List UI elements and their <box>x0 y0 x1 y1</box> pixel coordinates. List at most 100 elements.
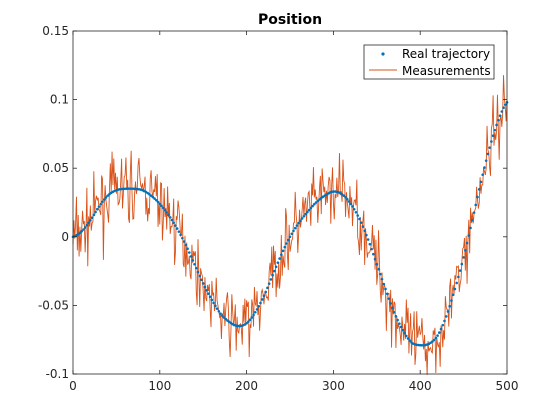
real-trajectory-point <box>283 245 287 249</box>
real-trajectory-point <box>87 221 90 225</box>
legend: Real trajectory Measurements <box>363 44 495 80</box>
real-trajectory-point <box>354 210 358 214</box>
real-trajectory-point <box>221 314 224 318</box>
real-trajectory-point <box>474 203 478 207</box>
real-trajectory-point <box>356 214 360 217</box>
real-trajectory-point <box>276 261 280 264</box>
real-trajectory-point <box>99 202 103 206</box>
real-trajectory-point <box>345 198 349 201</box>
real-trajectory-point <box>406 337 410 340</box>
real-trajectory-point <box>286 238 290 242</box>
real-trajectory-point <box>391 306 394 310</box>
legend-label-real-trajectory: Real trajectory <box>402 47 490 61</box>
real-trajectory-point <box>370 247 373 251</box>
real-trajectory-point <box>313 202 316 206</box>
real-trajectory-point <box>156 200 160 204</box>
real-trajectory-point <box>278 257 281 260</box>
real-trajectory-point <box>455 281 458 285</box>
real-trajectory-point <box>493 128 497 132</box>
real-trajectory-point <box>290 232 294 236</box>
real-trajectory-point <box>387 297 391 300</box>
real-trajectory-point <box>208 295 212 299</box>
real-trajectory-point <box>385 292 389 296</box>
real-trajectory-point <box>484 159 488 162</box>
real-trajectory-point <box>281 249 285 253</box>
real-trajectory-point <box>436 334 439 337</box>
real-trajectory-point <box>401 328 405 332</box>
real-trajectory-point <box>203 285 207 289</box>
real-trajectory-point <box>444 315 448 318</box>
x-axis: 0 100 200 300 400 500 <box>69 31 518 393</box>
real-trajectory-point <box>200 278 203 282</box>
real-trajectory-point <box>344 196 347 199</box>
real-trajectory-point <box>347 200 351 203</box>
real-trajectory-point <box>191 259 195 262</box>
chart-title: Position <box>258 12 322 28</box>
real-trajectory-point <box>342 194 346 197</box>
real-trajectory-point <box>311 204 314 208</box>
real-trajectory-point <box>403 331 406 335</box>
real-trajectory-point <box>255 308 259 311</box>
plot-area <box>73 31 507 374</box>
measurements-line <box>72 75 508 375</box>
real-trajectory-point <box>302 214 306 218</box>
real-trajectory-point <box>163 208 167 212</box>
real-trajectory-point <box>316 199 320 203</box>
real-trajectory-point <box>396 318 399 322</box>
real-trajectory-point <box>273 269 276 273</box>
real-trajectory-point <box>181 236 184 240</box>
y-tick-label: 0.1 <box>50 93 69 107</box>
legend-box <box>363 44 495 80</box>
real-trajectory-point <box>193 262 196 266</box>
real-trajectory-point <box>392 310 396 314</box>
real-trajectory-point <box>479 180 483 184</box>
real-trajectory-point <box>257 304 261 308</box>
real-trajectory-point <box>448 304 452 308</box>
real-trajectory-point <box>175 227 179 230</box>
real-trajectory-point <box>168 216 172 219</box>
real-trajectory-point <box>165 211 169 214</box>
real-trajectory-point <box>352 207 356 211</box>
real-trajectory-point <box>358 217 361 221</box>
real-trajectory-point <box>271 273 274 277</box>
real-trajectory-point <box>394 314 398 318</box>
x-tick-label: 300 <box>322 379 345 393</box>
real-trajectory-point <box>399 325 403 329</box>
legend-label-measurements: Measurements <box>402 64 491 78</box>
x-tick-label: 0 <box>69 379 77 393</box>
real-trajectory-point <box>82 228 85 231</box>
real-trajectory-point <box>469 226 472 230</box>
real-trajectory-point <box>304 212 307 216</box>
legend-marker-real-trajectory <box>381 52 385 56</box>
real-trajectory-point <box>495 123 498 127</box>
real-trajectory-point <box>96 207 99 211</box>
real-trajectory-point <box>104 196 108 199</box>
real-trajectory-point <box>465 241 469 245</box>
real-trajectory-point <box>184 243 188 247</box>
real-trajectory-point <box>245 321 248 325</box>
real-trajectory-point <box>491 134 495 137</box>
real-trajectory-point <box>300 217 304 220</box>
y-tick-label: -0.1 <box>46 367 69 381</box>
real-trajectory-point <box>488 146 491 149</box>
real-trajectory-point <box>500 110 504 113</box>
real-trajectory-point <box>215 307 219 310</box>
real-trajectory-point <box>372 252 375 256</box>
real-trajectory-point <box>219 312 222 315</box>
real-trajectory-point <box>470 219 474 222</box>
plot-frame <box>72 30 508 375</box>
real-trajectory-point <box>250 316 254 319</box>
real-trajectory-point <box>481 173 485 176</box>
real-trajectory-point <box>490 140 493 143</box>
real-trajectory-point <box>149 194 153 197</box>
real-trajectory-point <box>269 278 273 281</box>
real-trajectory-point <box>167 213 170 217</box>
real-trajectory-point <box>361 225 365 228</box>
real-trajectory-point <box>309 206 313 210</box>
real-trajectory-point <box>498 114 502 118</box>
x-tick-label: 400 <box>409 379 432 393</box>
real-trajectory-point <box>198 274 202 278</box>
real-trajectory-point <box>194 266 198 270</box>
real-trajectory-point <box>280 253 283 256</box>
real-trajectory-point <box>462 256 465 259</box>
